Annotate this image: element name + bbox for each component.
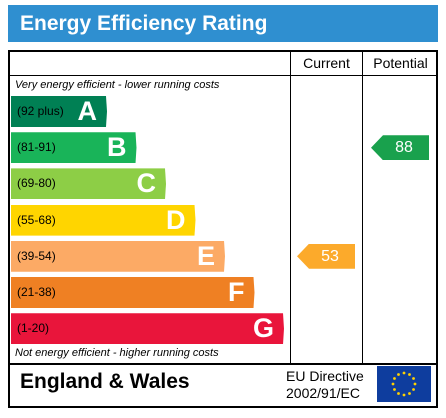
band-letter: C	[136, 168, 156, 199]
eu-star-icon	[397, 392, 400, 395]
eu-star-icon	[402, 371, 406, 375]
eu-star-icon	[408, 392, 411, 395]
band-letter: B	[107, 132, 127, 163]
eu-star-icon	[413, 382, 417, 386]
footer-country: England & Wales	[20, 370, 190, 393]
potential-rating-arrow: 88	[371, 135, 429, 161]
eu-directive: EU Directive 2002/91/EC	[286, 368, 364, 402]
band-range-label: (39-54)	[17, 248, 56, 263]
band-e: (39-54) E	[11, 241, 225, 272]
band-a: (92 plus) A	[11, 96, 107, 127]
band-letter: E	[196, 240, 215, 271]
page-title: Energy Efficiency Rating	[8, 5, 438, 42]
eu-star-icon	[391, 382, 395, 386]
band-range-label: (21-38)	[17, 285, 56, 299]
eu-star-icon	[393, 377, 396, 380]
eu-star-icon	[402, 393, 406, 397]
band-range-label: (81-91)	[17, 140, 56, 155]
band-d: (55-68) D	[11, 205, 196, 236]
column-header-potential: Potential	[373, 55, 428, 71]
band-range-label: (92 plus)	[17, 104, 64, 118]
eu-star-icon	[412, 377, 415, 380]
band-letter: A	[77, 96, 97, 126]
band-b: (81-91) B	[11, 132, 137, 163]
bottom-note: Not energy efficient - higher running co…	[15, 347, 219, 359]
header-row-divider	[8, 75, 438, 76]
band-letter: D	[166, 204, 186, 235]
footer-box	[8, 363, 438, 408]
eu-star-icon	[408, 373, 411, 376]
directive-line-2: 2002/91/EC	[286, 385, 360, 401]
column-header-current: Current	[303, 55, 350, 71]
band-range-label: (55-68)	[17, 212, 56, 227]
directive-line-1: EU Directive	[286, 368, 364, 384]
eu-flag-icon	[377, 366, 431, 402]
column-divider-current	[290, 50, 291, 365]
current-rating-arrow: 53	[297, 243, 355, 269]
band-c: (69-80) C	[11, 168, 166, 199]
eu-star-icon	[393, 388, 396, 391]
band-range-label: (1-20)	[17, 321, 50, 336]
eu-star-icon	[397, 373, 400, 376]
band-range-label: (69-80)	[17, 176, 56, 191]
band-g: (1-20) G	[11, 313, 284, 344]
band-letter: F	[228, 277, 245, 307]
eu-star-icon	[412, 388, 415, 391]
band-letter: G	[252, 313, 274, 344]
band-f: (21-38) F	[11, 277, 255, 308]
column-divider-potential	[362, 50, 363, 365]
top-note: Very energy efficient - lower running co…	[15, 79, 220, 91]
